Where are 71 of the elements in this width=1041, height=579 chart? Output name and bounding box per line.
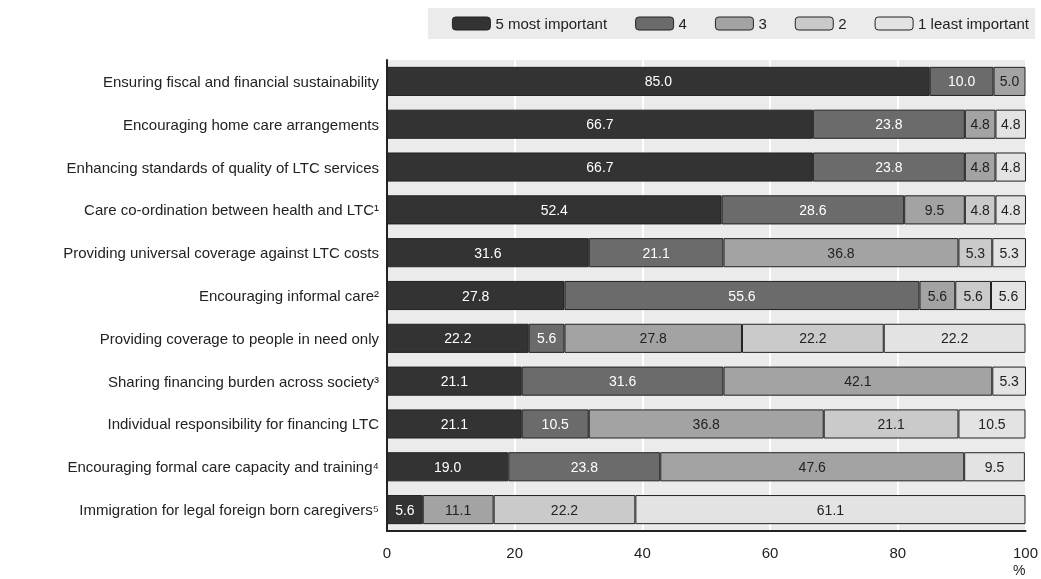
data-label: 5.0 <box>999 73 1020 90</box>
data-label: 85.0 <box>644 73 673 90</box>
legend-label: 1 least important <box>918 15 1030 32</box>
data-label: 23.8 <box>570 458 599 475</box>
data-label: 4.8 <box>1001 201 1021 218</box>
data-label: 10.5 <box>541 415 570 432</box>
legend-label: 2 <box>838 15 847 32</box>
data-label: 36.8 <box>827 244 855 261</box>
data-label: 22.2 <box>940 330 969 347</box>
data-label: 21.1 <box>440 415 469 432</box>
y-tick-label: Ensuring fiscal and financial sustainability <box>103 72 380 90</box>
x-tick-label: 60 <box>761 544 779 561</box>
y-tick-label: Providing universal coverage against LTC costs <box>63 244 379 262</box>
y-tick-label: Encouraging formal care capacity and training⁴ <box>67 458 379 476</box>
data-label: 21.1 <box>877 415 905 432</box>
data-label: 4.8 <box>970 116 991 133</box>
y-tick-label: Providing coverage to people in need only <box>99 329 380 347</box>
x-tick-label: 40 <box>634 544 651 561</box>
data-label: 27.8 <box>462 287 490 304</box>
data-label: 28.6 <box>799 201 827 218</box>
data-label: 55.6 <box>728 287 756 304</box>
data-label: 42.1 <box>844 373 872 390</box>
data-label: 47.6 <box>798 458 827 475</box>
data-label: 66.7 <box>586 159 614 176</box>
data-label: 4.8 <box>1001 159 1021 176</box>
x-tick-label: 100 <box>1012 544 1038 561</box>
x-tick-label: 80 <box>889 544 907 561</box>
y-tick-label: Sharing financing burden across society³ <box>108 372 379 390</box>
data-label: 5.3 <box>965 244 986 261</box>
data-label: 31.6 <box>474 244 502 261</box>
y-tick-label: Individual responsibility for financing LTC <box>107 415 380 433</box>
data-label: 5.6 <box>395 501 415 518</box>
data-label: 5.3 <box>999 244 1020 261</box>
data-label: 22.2 <box>444 330 472 347</box>
data-label: 36.8 <box>692 415 721 432</box>
data-label: 31.6 <box>608 373 637 390</box>
x-tick-label: 0 <box>382 544 392 561</box>
y-tick-label: Encouraging informal care² <box>198 287 379 304</box>
data-label: 23.8 <box>875 116 903 133</box>
data-label: 10.0 <box>948 73 976 90</box>
data-label: 5.6 <box>998 287 1019 304</box>
x-tick-label: 20 <box>506 544 524 561</box>
data-label: 23.8 <box>875 159 903 176</box>
data-label: 22.2 <box>799 330 827 347</box>
legend-label: 3 <box>758 15 767 32</box>
data-label: 4.8 <box>970 159 991 176</box>
data-label: 9.5 <box>984 458 1005 475</box>
data-label: 27.8 <box>639 330 668 347</box>
x-axis-title: % <box>1013 562 1026 578</box>
data-label: 4.8 <box>1001 116 1021 133</box>
data-label: 19.0 <box>434 458 462 475</box>
data-label: 5.3 <box>999 373 1020 390</box>
y-tick-label: Care co-ordination between health and LTC¹ <box>84 201 379 219</box>
data-label: 21.1 <box>642 244 670 261</box>
y-tick-label: Enhancing standards of quality of LTC services <box>66 158 379 176</box>
data-label: 22.2 <box>550 501 579 518</box>
data-label: 61.1 <box>816 501 845 518</box>
data-label: 66.7 <box>586 116 614 133</box>
y-tick-label: Immigration for legal foreign born caregivers⁵ <box>79 501 379 519</box>
data-label: 52.4 <box>540 201 569 218</box>
data-label: 9.5 <box>924 201 945 218</box>
data-label: 10.5 <box>978 415 1006 432</box>
data-label: 5.6 <box>927 287 948 304</box>
data-label: 21.1 <box>440 373 469 390</box>
legend-label: 4 <box>678 15 687 32</box>
data-label: 11.1 <box>445 501 472 518</box>
data-label: 5.6 <box>963 287 984 304</box>
data-label: 4.8 <box>970 201 991 218</box>
legend-label: 5 most important <box>495 15 608 32</box>
y-tick-label: Encouraging home care arrangements <box>123 115 379 133</box>
data-label: 5.6 <box>536 330 557 347</box>
